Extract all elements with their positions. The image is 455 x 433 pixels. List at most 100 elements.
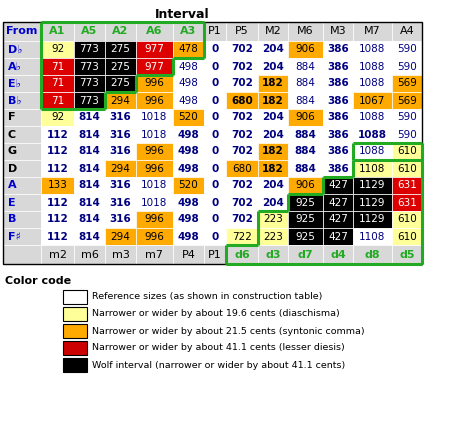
Text: 498: 498	[177, 146, 199, 156]
Bar	[41, 126, 74, 143]
Text: 590: 590	[397, 61, 417, 71]
Bar	[3, 22, 422, 264]
Bar	[105, 41, 136, 58]
Bar	[74, 58, 105, 75]
Bar	[204, 211, 226, 228]
Bar	[74, 160, 105, 177]
Bar	[226, 126, 258, 143]
Bar	[204, 92, 226, 109]
Text: 1088: 1088	[359, 61, 386, 71]
Bar	[392, 160, 422, 177]
Bar	[392, 177, 422, 194]
Bar	[392, 126, 422, 143]
Text: 977: 977	[145, 61, 164, 71]
Bar	[226, 92, 258, 109]
Text: 814: 814	[79, 197, 101, 207]
Text: 294: 294	[111, 232, 131, 242]
Bar	[288, 22, 323, 41]
Text: A1: A1	[49, 26, 66, 36]
Text: 0: 0	[212, 164, 218, 174]
Text: 112: 112	[46, 129, 68, 139]
Text: P5: P5	[235, 26, 249, 36]
Text: 386: 386	[327, 61, 349, 71]
Text: 427: 427	[328, 232, 348, 242]
Bar	[392, 75, 422, 92]
Bar	[226, 22, 258, 41]
Bar	[74, 245, 105, 264]
Bar	[74, 22, 105, 41]
Text: 1088: 1088	[359, 146, 386, 156]
Text: 814: 814	[79, 181, 101, 191]
Bar	[392, 211, 422, 228]
Bar	[173, 58, 204, 75]
Text: 814: 814	[79, 129, 101, 139]
Text: 0: 0	[212, 146, 218, 156]
Bar	[353, 75, 392, 92]
Bar	[204, 228, 226, 245]
Text: 112: 112	[46, 164, 68, 174]
Text: Color code: Color code	[5, 276, 71, 286]
Bar	[3, 75, 41, 92]
Bar	[41, 228, 74, 245]
Bar	[63, 324, 87, 338]
Text: A: A	[8, 181, 17, 191]
Text: Interval: Interval	[155, 8, 210, 21]
Bar	[323, 177, 353, 194]
Text: 680: 680	[232, 164, 252, 174]
Text: 1088: 1088	[359, 113, 386, 123]
Text: 0: 0	[212, 78, 218, 88]
Text: 498: 498	[177, 129, 199, 139]
Text: m7: m7	[146, 249, 163, 259]
Text: 702: 702	[231, 181, 253, 191]
Text: 0: 0	[212, 129, 218, 139]
Text: 906: 906	[296, 113, 315, 123]
Bar	[63, 307, 87, 321]
Bar	[258, 75, 288, 92]
Text: 773: 773	[80, 78, 100, 88]
Text: 498: 498	[178, 78, 198, 88]
Bar	[105, 228, 136, 245]
Text: M2: M2	[265, 26, 281, 36]
Text: 204: 204	[262, 197, 284, 207]
Text: 590: 590	[397, 45, 417, 55]
Bar	[173, 109, 204, 126]
Bar	[3, 58, 41, 75]
Text: 1108: 1108	[359, 164, 386, 174]
Text: 498: 498	[177, 214, 199, 224]
Text: 1018: 1018	[142, 113, 168, 123]
Text: 702: 702	[231, 214, 253, 224]
Text: 814: 814	[79, 146, 101, 156]
Text: G: G	[8, 146, 17, 156]
Bar	[3, 41, 41, 58]
Bar	[353, 211, 392, 228]
Text: 925: 925	[296, 214, 315, 224]
Bar	[3, 92, 41, 109]
Text: d5: d5	[399, 249, 415, 259]
Text: 722: 722	[232, 232, 252, 242]
Bar	[226, 143, 258, 160]
Bar	[392, 58, 422, 75]
Bar	[41, 75, 74, 92]
Text: 71: 71	[51, 78, 64, 88]
Text: 0: 0	[212, 96, 218, 106]
Text: 182: 182	[262, 96, 284, 106]
Bar	[353, 126, 392, 143]
Text: M7: M7	[364, 26, 381, 36]
Text: 112: 112	[46, 214, 68, 224]
Bar	[323, 126, 353, 143]
Bar	[105, 75, 136, 92]
Bar	[41, 177, 74, 194]
Text: 223: 223	[263, 232, 283, 242]
Text: 925: 925	[296, 232, 315, 242]
Bar	[136, 75, 173, 92]
Bar	[258, 245, 288, 264]
Bar	[74, 211, 105, 228]
Bar	[204, 245, 226, 264]
Text: 316: 316	[110, 113, 131, 123]
Text: 294: 294	[111, 96, 131, 106]
Text: 316: 316	[110, 197, 131, 207]
Text: 1067: 1067	[359, 96, 386, 106]
Bar	[323, 160, 353, 177]
Text: 996: 996	[145, 232, 164, 242]
Text: 1108: 1108	[359, 232, 386, 242]
